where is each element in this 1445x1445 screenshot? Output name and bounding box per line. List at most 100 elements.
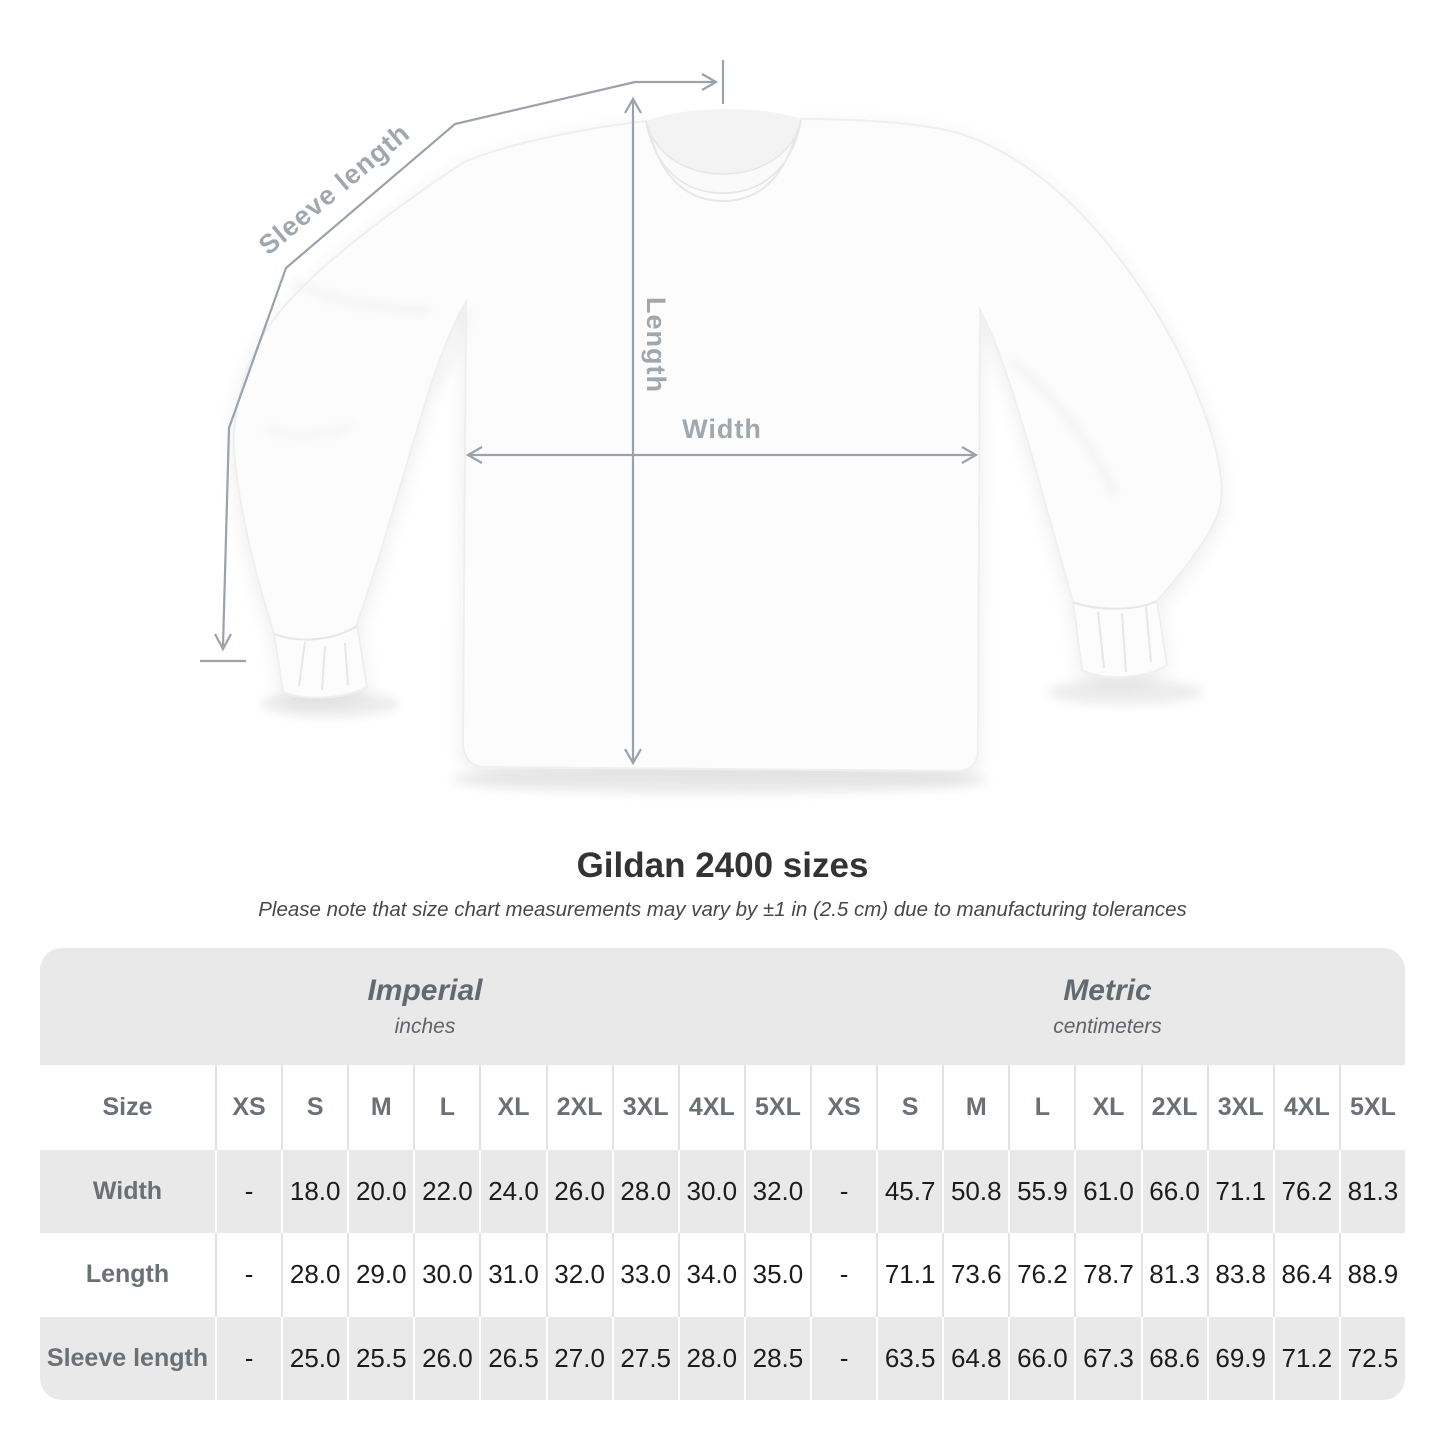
measurement-value-cell: 28.0 [613, 1150, 678, 1234]
size-column-header: 5XL [745, 1065, 810, 1150]
measurement-value-cell: 63.5 [878, 1316, 943, 1400]
measurement-value-cell: 28.5 [745, 1316, 810, 1400]
measurement-value-cell: - [217, 1316, 282, 1400]
measurement-row-length: Length -28.0 29.0 30.0 31.0 32.0 33.0 34.0 35.0-… [40, 1233, 1405, 1317]
measurement-value-cell: 26.0 [415, 1316, 480, 1400]
width-label: Width [682, 414, 762, 444]
measurement-value-cell: 83.8 [1208, 1233, 1273, 1317]
measurement-value-cell: 30.0 [415, 1233, 480, 1317]
row-label: Width [40, 1150, 215, 1234]
measurement-value-cell: 32.0 [745, 1150, 810, 1234]
measurement-value-cell: 31.0 [481, 1233, 546, 1317]
size-column-header: 3XL [613, 1065, 678, 1150]
measurement-value-cell: 81.3 [1340, 1150, 1405, 1234]
measurement-value-cell: 71.1 [1208, 1150, 1273, 1234]
width-arrow-left [465, 446, 483, 464]
measurement-value-cell: - [811, 1233, 877, 1317]
measurement-value-cell: 26.0 [547, 1150, 612, 1234]
page-title: Gildan 2400 sizes [576, 846, 869, 885]
size-column-header: 2XL [547, 1065, 612, 1150]
size-column-header: 4XL [1274, 1065, 1339, 1150]
size-column-header: 5XL [1340, 1065, 1405, 1150]
heading-block: Gildan 2400 sizes Please note that size … [0, 846, 1445, 922]
measurement-value-cell: 22.0 [415, 1150, 480, 1234]
measurement-row-sleeve-length: Sleeve length -25.0 25.5 26.0 26.5 27.0 27.5 28… [40, 1316, 1405, 1400]
shirt-creases [265, 279, 1118, 497]
size-column-header: 3XL [1208, 1065, 1273, 1150]
metric-header-unit: centimeters [1053, 1015, 1162, 1038]
measurement-value-cell: 25.5 [349, 1316, 414, 1400]
measurement-value-cell: 61.0 [1076, 1150, 1141, 1234]
measurement-value-cell: 25.0 [283, 1316, 348, 1400]
measurement-value-cell: - [811, 1150, 877, 1234]
measurement-value-cell: 76.2 [1274, 1150, 1339, 1234]
measurement-value-cell: 29.0 [349, 1233, 414, 1317]
measurement-value-cell: 81.3 [1142, 1233, 1207, 1317]
measurement-value-cell: 78.7 [1076, 1233, 1141, 1317]
collar [645, 109, 802, 203]
size-corner-label: Size [40, 1065, 215, 1150]
size-column-header: M [349, 1065, 414, 1150]
row-label: Length [40, 1233, 215, 1317]
measurement-value-cell: 67.3 [1076, 1316, 1141, 1400]
sleeve-arrow-right [701, 73, 719, 91]
size-table: Imperial inches Metric centimeters Size X… [40, 948, 1405, 1400]
imperial-header: Imperial inches [40, 948, 810, 1065]
measurement-value-cell: 27.5 [613, 1316, 678, 1400]
measurement-value-cell: 71.1 [878, 1233, 943, 1317]
measurement-value-cell: 71.2 [1274, 1316, 1339, 1400]
measurement-value-cell: 26.5 [481, 1316, 546, 1400]
measurement-value-cell: 18.0 [283, 1150, 348, 1234]
measurement-value-cell: 55.9 [1010, 1150, 1075, 1234]
imperial-header-label: Imperial [367, 974, 483, 1007]
size-column-header: 4XL [679, 1065, 744, 1150]
length-arrow-down [624, 748, 642, 766]
measurement-value-cell: 68.6 [1142, 1316, 1207, 1400]
measurement-value-cell: 66.0 [1142, 1150, 1207, 1234]
measurement-value-cell: 86.4 [1274, 1233, 1339, 1317]
measurement-value-cell: 34.0 [679, 1233, 744, 1317]
metric-header: Metric centimeters [810, 948, 1405, 1065]
length-arrow-up [624, 96, 642, 114]
measurement-value-cell: 72.5 [1340, 1316, 1405, 1400]
measurement-value-cell: 45.7 [878, 1150, 943, 1234]
measurement-value-cell: 69.9 [1208, 1316, 1273, 1400]
unit-header-band: Imperial inches Metric centimeters [40, 948, 1405, 1065]
measurement-value-cell: 28.0 [679, 1316, 744, 1400]
size-column-header: L [415, 1065, 480, 1150]
measurement-value-cell: 30.0 [679, 1150, 744, 1234]
measurement-value-cell: - [217, 1233, 282, 1317]
measurement-value-cell: 24.0 [481, 1150, 546, 1234]
measurement-value-cell: 64.8 [944, 1316, 1009, 1400]
size-column-header: M [944, 1065, 1009, 1150]
width-arrow-right [961, 446, 979, 464]
page-subtitle: Please note that size chart measurements… [258, 898, 1187, 922]
measurement-value-cell: 32.0 [547, 1233, 612, 1317]
measurement-value-cell: 33.0 [613, 1233, 678, 1317]
measurement-value-cell: 27.0 [547, 1316, 612, 1400]
size-column-header: XL [481, 1065, 546, 1150]
shirt-shadow [260, 679, 1203, 794]
measurement-value-cell: 88.9 [1340, 1233, 1405, 1317]
measurement-value-cell: - [811, 1316, 877, 1400]
measurement-row-width: Width -18.0 20.0 22.0 24.0 26.0 28.0 30.0 32.0-4… [40, 1150, 1405, 1234]
row-label: Sleeve length [40, 1316, 215, 1400]
sleeve-arrow-down [214, 633, 232, 652]
measurement-value-cell: 76.2 [1010, 1233, 1075, 1317]
size-column-header: XS [217, 1065, 282, 1150]
length-label: Length [641, 297, 671, 393]
imperial-header-unit: inches [394, 1015, 456, 1038]
size-column-header: XL [1076, 1065, 1141, 1150]
size-column-header: L [1010, 1065, 1075, 1150]
measurement-value-cell: - [217, 1150, 282, 1234]
metric-header-label: Metric [1063, 974, 1152, 1007]
sleeve-length-line [221, 80, 716, 647]
size-column-header: XS [811, 1065, 877, 1150]
measurement-value-cell: 73.6 [944, 1233, 1009, 1317]
measurement-rows: Width -18.0 20.0 22.0 24.0 26.0 28.0 30.0 32.0-4… [40, 1150, 1405, 1400]
measurement-value-cell: 35.0 [745, 1233, 810, 1317]
measurement-value-cell: 20.0 [349, 1150, 414, 1234]
shirt-illustration: Sleeve length Length Width [200, 60, 1223, 794]
shirt-body [232, 117, 1223, 773]
size-header-row: Size XS S M L XL 2XL 3XL 4XL 5XL XS S M L XL 2XL 3XL 4XL 5… [40, 1065, 1405, 1150]
